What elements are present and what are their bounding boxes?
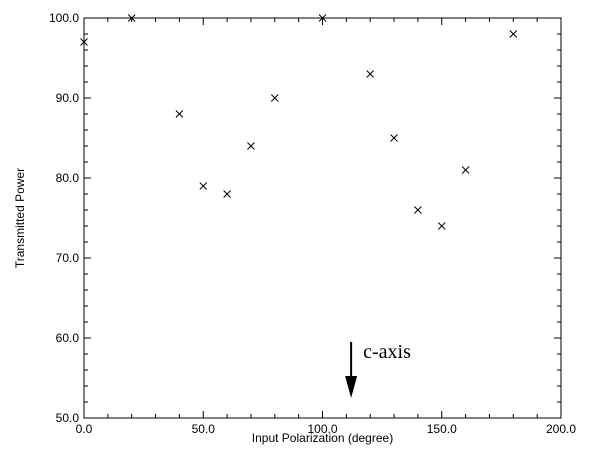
data-point-stroke bbox=[390, 134, 398, 142]
data-point-stroke bbox=[199, 182, 208, 190]
data-point bbox=[127, 14, 136, 22]
y-tick-label: 70.0 bbox=[56, 251, 80, 265]
x-axis-title: Input Polarization (degree) bbox=[252, 431, 393, 445]
major-ticks bbox=[83, 17, 562, 419]
data-points bbox=[80, 14, 518, 230]
x-tick-label: 200.0 bbox=[546, 422, 576, 436]
data-point-stroke bbox=[247, 142, 255, 150]
data-point-stroke bbox=[461, 166, 470, 174]
c-axis-arrow-head bbox=[345, 376, 358, 398]
x-tick-label: 100.0 bbox=[307, 422, 337, 436]
y-tick-label: 90.0 bbox=[56, 91, 80, 105]
data-point bbox=[223, 190, 231, 198]
data-point-stroke bbox=[318, 14, 327, 22]
data-point bbox=[414, 206, 422, 214]
y-tick-labels: 50.0 60.0 70.0 80.0 90.0 100.0 bbox=[49, 11, 79, 425]
data-point bbox=[366, 70, 375, 78]
data-point bbox=[247, 142, 255, 150]
y-tick-label: 50.0 bbox=[56, 411, 80, 425]
data-point-stroke bbox=[175, 110, 184, 118]
data-point-stroke bbox=[414, 206, 422, 214]
data-point-stroke bbox=[127, 14, 136, 22]
minor-ticks bbox=[84, 18, 561, 418]
data-point-stroke bbox=[80, 38, 88, 46]
data-point bbox=[175, 110, 184, 118]
data-point bbox=[437, 222, 446, 230]
data-point bbox=[199, 182, 208, 190]
y-tick-label: 100.0 bbox=[49, 11, 79, 25]
data-point-stroke bbox=[366, 70, 375, 78]
x-tick-label: 50.0 bbox=[192, 422, 216, 436]
data-point-stroke bbox=[223, 190, 231, 198]
data-point-stroke bbox=[509, 30, 518, 38]
data-point bbox=[270, 94, 279, 102]
c-axis-annotation: c-axis bbox=[345, 341, 411, 398]
data-point bbox=[509, 30, 518, 38]
x-tick-label: 150.0 bbox=[427, 422, 457, 436]
x-tick-label: 0.0 bbox=[76, 422, 93, 436]
data-point bbox=[318, 14, 327, 22]
y-tick-label: 60.0 bbox=[56, 331, 80, 345]
data-point-stroke bbox=[270, 94, 279, 102]
data-point bbox=[80, 38, 88, 46]
data-point bbox=[390, 134, 398, 142]
x-tick-labels: 0.0 50.0 100.0 150.0 200.0 bbox=[76, 422, 577, 436]
plot-frame bbox=[83, 17, 562, 419]
y-tick-label: 80.0 bbox=[56, 171, 80, 185]
c-axis-label: c-axis bbox=[363, 341, 411, 363]
y-axis-title: Transmitted Power bbox=[13, 168, 27, 268]
data-point bbox=[461, 166, 470, 174]
data-point-stroke bbox=[437, 222, 446, 230]
